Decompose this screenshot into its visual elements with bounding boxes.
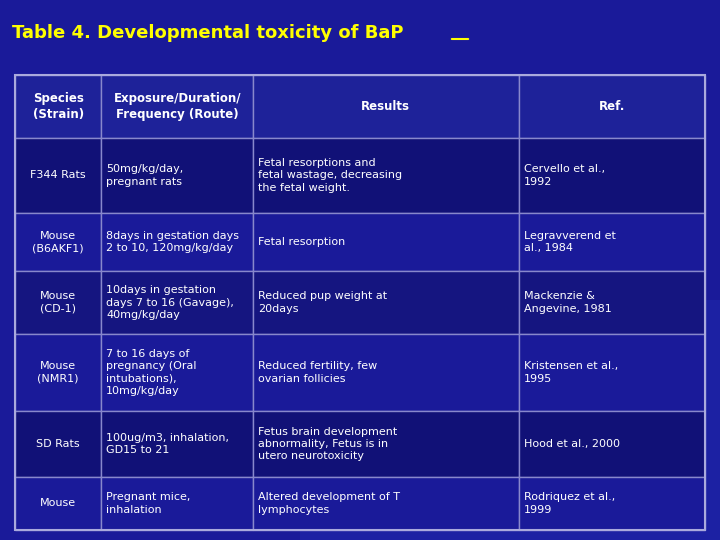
Text: 8days in gestation days
2 to 10, 120mg/kg/day: 8days in gestation days 2 to 10, 120mg/k… — [107, 231, 239, 253]
Bar — [15, 75, 705, 530]
Text: Hood et al., 2000: Hood et al., 2000 — [523, 439, 620, 449]
Text: 100ug/m3, inhalation,
GD15 to 21: 100ug/m3, inhalation, GD15 to 21 — [107, 433, 229, 455]
Bar — [102, 138, 253, 213]
Bar — [15, 411, 102, 477]
Bar — [102, 334, 253, 411]
Bar — [518, 271, 705, 334]
Text: Species
(Strain): Species (Strain) — [32, 92, 84, 121]
Bar — [15, 138, 102, 213]
Text: Altered development of T
lymphocytes: Altered development of T lymphocytes — [258, 492, 400, 515]
Text: Table 4. Developmental toxicity of BaP: Table 4. Developmental toxicity of BaP — [12, 24, 403, 42]
Bar — [253, 477, 518, 530]
Bar — [15, 213, 102, 271]
Bar — [518, 75, 705, 138]
Bar — [300, 300, 720, 540]
Text: Mackenzie &
Angevine, 1981: Mackenzie & Angevine, 1981 — [523, 291, 611, 314]
Text: Reduced fertility, few
ovarian follicies: Reduced fertility, few ovarian follicies — [258, 361, 377, 384]
Bar — [15, 334, 102, 411]
Bar — [102, 271, 253, 334]
Text: Mouse
(CD-1): Mouse (CD-1) — [40, 291, 76, 314]
Bar — [102, 477, 253, 530]
Bar — [518, 477, 705, 530]
Text: Mouse
(NMR1): Mouse (NMR1) — [37, 361, 79, 384]
Text: Fetal resorptions and
fetal wastage, decreasing
the fetal weight.: Fetal resorptions and fetal wastage, dec… — [258, 158, 402, 193]
Bar — [102, 75, 253, 138]
Bar — [518, 138, 705, 213]
Bar — [253, 334, 518, 411]
Bar — [253, 411, 518, 477]
Text: Pregnant mice,
inhalation: Pregnant mice, inhalation — [107, 492, 191, 515]
Bar — [102, 213, 253, 271]
Text: Mouse
(B6AKF1): Mouse (B6AKF1) — [32, 231, 84, 253]
Text: Fetus brain development
abnormality, Fetus is in
utero neurotoxicity: Fetus brain development abnormality, Fet… — [258, 427, 397, 462]
Text: Reduced pup weight at
20days: Reduced pup weight at 20days — [258, 291, 387, 314]
Text: Legravverend et
al., 1984: Legravverend et al., 1984 — [523, 231, 616, 253]
Text: SD Rats: SD Rats — [36, 439, 80, 449]
Text: Cervello et al.,
1992: Cervello et al., 1992 — [523, 164, 605, 187]
Text: Results: Results — [361, 100, 410, 113]
Text: 7 to 16 days of
pregnancy (Oral
intubations),
10mg/kg/day: 7 to 16 days of pregnancy (Oral intubati… — [107, 349, 197, 396]
Bar — [102, 411, 253, 477]
Text: 50mg/kg/day,
pregnant rats: 50mg/kg/day, pregnant rats — [107, 164, 184, 187]
Bar — [253, 213, 518, 271]
Bar — [253, 271, 518, 334]
Text: Ref.: Ref. — [598, 100, 625, 113]
Text: Kristensen et al.,
1995: Kristensen et al., 1995 — [523, 361, 618, 384]
Text: 10days in gestation
days 7 to 16 (Gavage),
40mg/kg/day: 10days in gestation days 7 to 16 (Gavage… — [107, 285, 234, 320]
Bar — [518, 334, 705, 411]
Bar — [15, 477, 102, 530]
Text: Exposure/Duration/
Frequency (Route): Exposure/Duration/ Frequency (Route) — [114, 92, 241, 121]
Bar — [253, 75, 518, 138]
Text: Rodriquez et al.,
1999: Rodriquez et al., 1999 — [523, 492, 615, 515]
Bar — [15, 271, 102, 334]
Bar — [253, 138, 518, 213]
Text: F344 Rats: F344 Rats — [30, 171, 86, 180]
Text: Fetal resorption: Fetal resorption — [258, 237, 346, 247]
Bar — [15, 75, 102, 138]
Bar — [518, 411, 705, 477]
Bar — [518, 213, 705, 271]
Text: Mouse: Mouse — [40, 498, 76, 508]
